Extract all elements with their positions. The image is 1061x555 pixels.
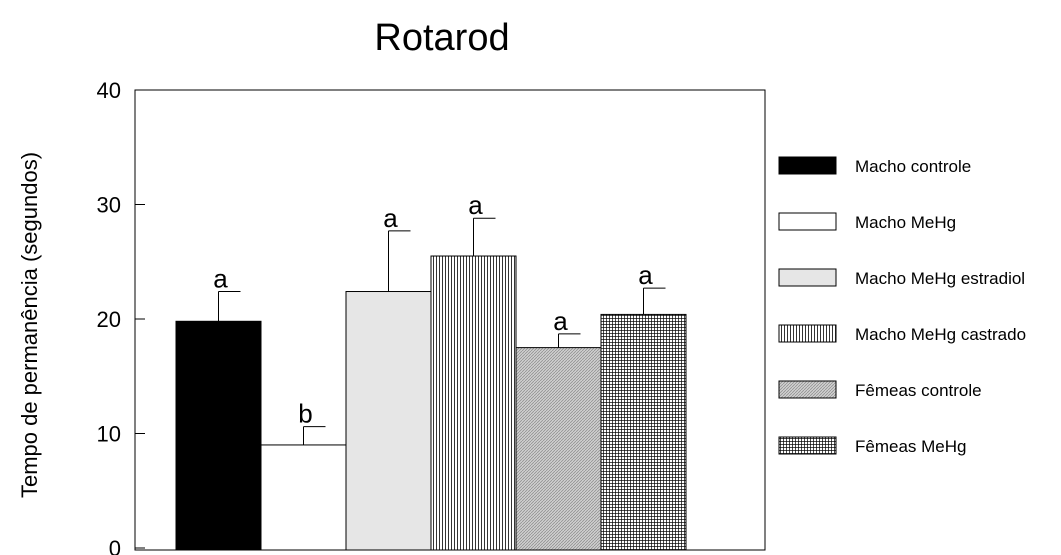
y-axis-label: Tempo de permanência (segundos)	[17, 152, 42, 498]
y-tick-label: 30	[97, 193, 121, 218]
legend-swatch	[778, 212, 837, 231]
chart-title: Rotarod	[374, 17, 509, 59]
bar	[345, 291, 432, 551]
y-tick-label: 20	[97, 307, 121, 332]
legend: Macho controle Macho MeHg Macho MeHg estra…	[778, 156, 1026, 456]
bars: a b a a a a	[175, 190, 687, 551]
y-tick-label: 0	[109, 536, 121, 555]
significance-label: b	[298, 399, 312, 429]
legend-swatch	[778, 380, 837, 399]
legend-swatch	[778, 156, 837, 175]
y-tick-label: 10	[97, 422, 121, 447]
legend-label: Macho controle	[855, 157, 971, 176]
legend-label: Fêmeas controle	[855, 381, 982, 400]
significance-label: a	[383, 203, 398, 233]
legend-swatch	[778, 324, 837, 343]
bar	[175, 320, 262, 551]
legend-label: Fêmeas MeHg	[855, 437, 966, 456]
legend-swatch	[778, 268, 837, 287]
y-axis-ticks: 0 10 20 30 40	[97, 78, 145, 555]
y-tick-label: 40	[97, 78, 121, 103]
legend-label: Macho MeHg estradiol	[855, 269, 1025, 288]
significance-label: a	[468, 190, 483, 220]
bar	[600, 313, 687, 551]
legend-label: Macho MeHg castrado	[855, 325, 1026, 344]
legend-label: Macho MeHg	[855, 213, 956, 232]
significance-label: a	[553, 306, 568, 336]
bar	[430, 255, 517, 551]
legend-swatch	[778, 436, 837, 455]
bar	[515, 347, 602, 551]
significance-label: a	[213, 264, 228, 294]
significance-label: a	[638, 260, 653, 290]
bar	[260, 444, 347, 551]
